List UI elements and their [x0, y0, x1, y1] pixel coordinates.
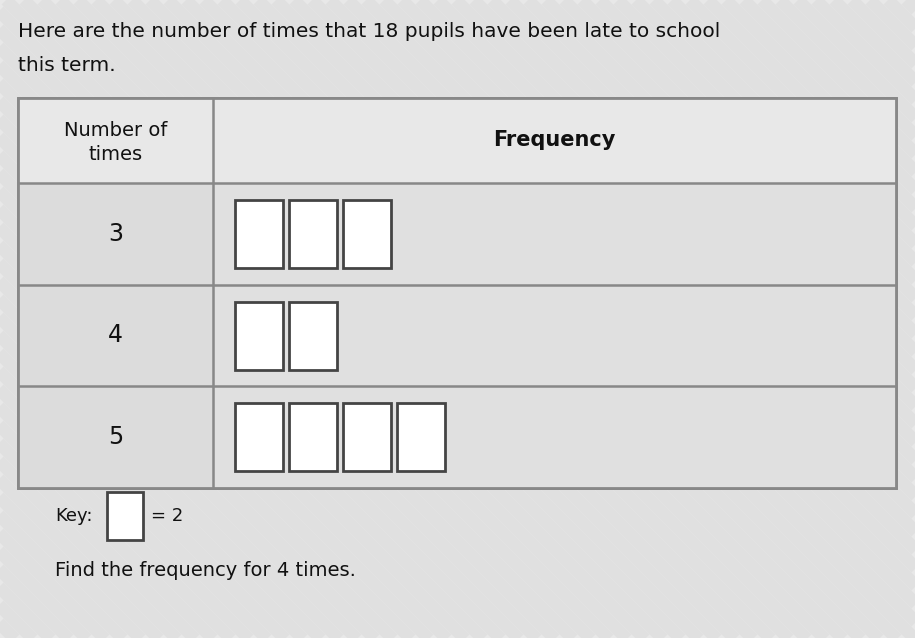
Text: 4: 4: [108, 323, 123, 348]
Bar: [18, 98, 896, 488]
Bar: [235, 403, 283, 471]
Bar: [107, 492, 143, 540]
Bar: [18, 98, 213, 183]
Text: Find the frequency for 4 times.: Find the frequency for 4 times.: [55, 561, 356, 581]
Bar: [18, 285, 213, 387]
Bar: [213, 98, 896, 183]
Bar: [213, 387, 896, 488]
Bar: [18, 183, 213, 285]
Bar: [213, 285, 896, 387]
Text: 3: 3: [108, 222, 123, 246]
Bar: [18, 98, 896, 488]
Text: Frequency: Frequency: [493, 131, 616, 151]
Bar: [343, 403, 391, 471]
Bar: [289, 200, 337, 268]
Text: times: times: [89, 145, 143, 164]
Bar: [289, 403, 337, 471]
Bar: [235, 200, 283, 268]
Text: = 2: = 2: [151, 507, 183, 525]
Bar: [289, 302, 337, 369]
Bar: [397, 403, 445, 471]
Text: Here are the number of times that 18 pupils have been late to school: Here are the number of times that 18 pup…: [18, 22, 720, 41]
Text: this term.: this term.: [18, 56, 115, 75]
Text: Key:: Key:: [55, 507, 92, 525]
Bar: [18, 387, 213, 488]
Text: Number of: Number of: [64, 121, 167, 140]
Bar: [213, 183, 896, 285]
Text: 5: 5: [108, 425, 124, 449]
Bar: [235, 302, 283, 369]
Bar: [343, 200, 391, 268]
